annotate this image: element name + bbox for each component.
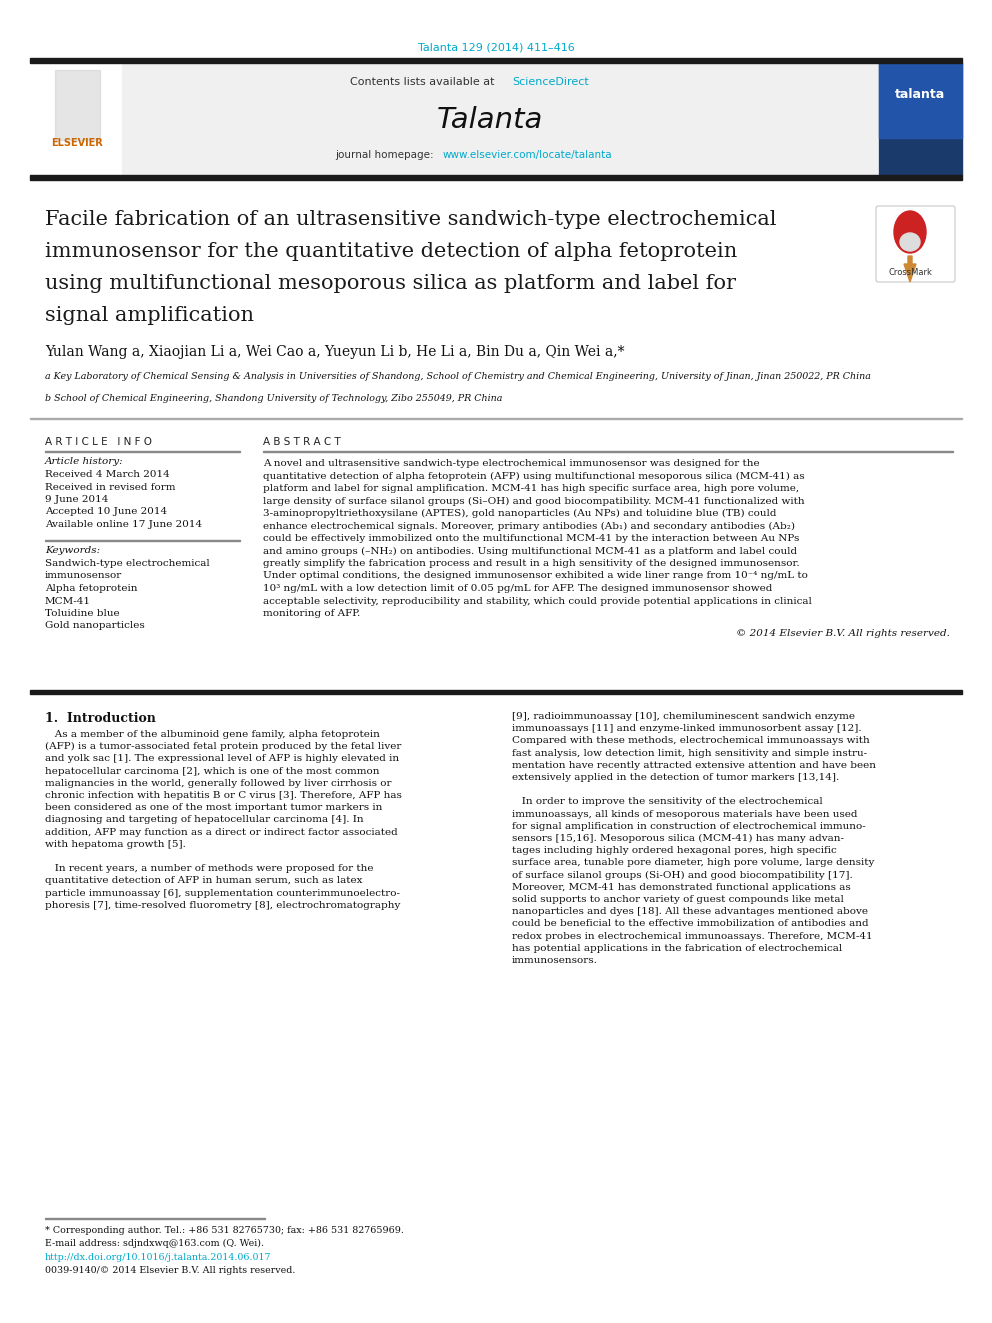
Text: 10³ ng/mL with a low detection limit of 0.05 pg/mL for AFP. The designed immunos: 10³ ng/mL with a low detection limit of … bbox=[263, 583, 773, 593]
Bar bbox=[30, 691, 962, 695]
Text: Accepted 10 June 2014: Accepted 10 June 2014 bbox=[45, 508, 167, 516]
Text: ScienceDirect: ScienceDirect bbox=[512, 77, 588, 87]
Text: has potential applications in the fabrication of electrochemical: has potential applications in the fabric… bbox=[512, 943, 842, 953]
Text: redox probes in electrochemical immunoassays. Therefore, MCM-41: redox probes in electrochemical immunoas… bbox=[512, 931, 873, 941]
FancyArrow shape bbox=[904, 255, 916, 282]
Text: ELSEVIER: ELSEVIER bbox=[52, 138, 103, 148]
Text: A novel and ultrasensitive sandwich-type electrochemical immunosensor was design: A novel and ultrasensitive sandwich-type… bbox=[263, 459, 760, 468]
Text: (AFP) is a tumor-associated fetal protein produced by the fetal liver: (AFP) is a tumor-associated fetal protei… bbox=[45, 742, 402, 751]
Text: [9], radioimmunoassay [10], chemiluminescent sandwich enzyme: [9], radioimmunoassay [10], chemilumines… bbox=[512, 712, 855, 721]
Text: Talanta: Talanta bbox=[436, 106, 544, 134]
Text: diagnosing and targeting of hepatocellular carcinoma [4]. In: diagnosing and targeting of hepatocellul… bbox=[45, 815, 364, 824]
Text: could be beneficial to the effective immobilization of antibodies and: could be beneficial to the effective imm… bbox=[512, 919, 869, 929]
Text: immunosensors.: immunosensors. bbox=[512, 957, 598, 964]
Bar bbox=[32, 64, 120, 175]
Text: addition, AFP may function as a direct or indirect factor associated: addition, AFP may function as a direct o… bbox=[45, 828, 398, 836]
Text: solid supports to anchor variety of guest compounds like metal: solid supports to anchor variety of gues… bbox=[512, 894, 844, 904]
Text: enhance electrochemical signals. Moreover, primary antibodies (Ab₁) and secondar: enhance electrochemical signals. Moreove… bbox=[263, 521, 795, 531]
Text: Under optimal conditions, the designed immunosensor exhibited a wide liner range: Under optimal conditions, the designed i… bbox=[263, 572, 807, 581]
Text: nanoparticles and dyes [18]. All these advantages mentioned above: nanoparticles and dyes [18]. All these a… bbox=[512, 908, 868, 917]
Text: A B S T R A C T: A B S T R A C T bbox=[263, 437, 340, 447]
Bar bbox=[879, 64, 962, 175]
Text: In order to improve the sensitivity of the electrochemical: In order to improve the sensitivity of t… bbox=[512, 798, 822, 807]
Bar bbox=[879, 64, 962, 138]
Text: chronic infection with hepatitis B or C virus [3]. Therefore, AFP has: chronic infection with hepatitis B or C … bbox=[45, 791, 402, 800]
Text: a Key Laboratory of Chemical Sensing & Analysis in Universities of Shandong, Sch: a Key Laboratory of Chemical Sensing & A… bbox=[45, 372, 871, 381]
Bar bbox=[30, 58, 962, 64]
Text: © 2014 Elsevier B.V. All rights reserved.: © 2014 Elsevier B.V. All rights reserved… bbox=[736, 630, 950, 639]
Text: Toluidine blue: Toluidine blue bbox=[45, 609, 120, 618]
Text: been considered as one of the most important tumor markers in: been considered as one of the most impor… bbox=[45, 803, 382, 812]
Text: large density of surface silanol groups (Si–OH) and good biocompatibility. MCM-4: large density of surface silanol groups … bbox=[263, 496, 805, 505]
Bar bbox=[55, 70, 100, 140]
Text: for signal amplification in construction of electrochemical immuno-: for signal amplification in construction… bbox=[512, 822, 866, 831]
Text: A R T I C L E   I N F O: A R T I C L E I N F O bbox=[45, 437, 152, 447]
Text: 3-aminopropyltriethoxysilane (APTES), gold nanoparticles (Au NPs) and toluidine : 3-aminopropyltriethoxysilane (APTES), go… bbox=[263, 509, 777, 519]
Text: Received in revised form: Received in revised form bbox=[45, 483, 176, 492]
Text: could be effectively immobilized onto the multifunctional MCM-41 by the interact: could be effectively immobilized onto th… bbox=[263, 534, 800, 542]
Text: 0039-9140/© 2014 Elsevier B.V. All rights reserved.: 0039-9140/© 2014 Elsevier B.V. All right… bbox=[45, 1266, 296, 1275]
Text: talanta: talanta bbox=[895, 89, 945, 102]
Text: Keywords:: Keywords: bbox=[45, 546, 100, 556]
Text: and amino groups (–NH₂) on antibodies. Using multifunctional MCM-41 as a platfor: and amino groups (–NH₂) on antibodies. U… bbox=[263, 546, 798, 556]
Text: www.elsevier.com/locate/talanta: www.elsevier.com/locate/talanta bbox=[443, 149, 613, 160]
Text: immunosensor for the quantitative detection of alpha fetoprotein: immunosensor for the quantitative detect… bbox=[45, 242, 737, 261]
Text: fast analysis, low detection limit, high sensitivity and simple instru-: fast analysis, low detection limit, high… bbox=[512, 749, 867, 758]
Text: Moreover, MCM-41 has demonstrated functional applications as: Moreover, MCM-41 has demonstrated functi… bbox=[512, 882, 851, 892]
Text: phoresis [7], time-resolved fluorometry [8], electrochromatography: phoresis [7], time-resolved fluorometry … bbox=[45, 901, 401, 910]
Text: Article history:: Article history: bbox=[45, 456, 124, 466]
Text: greatly simplify the fabrication process and result in a high sensitivity of the: greatly simplify the fabrication process… bbox=[263, 560, 800, 568]
Text: of surface silanol groups (Si-OH) and good biocompatibility [17].: of surface silanol groups (Si-OH) and go… bbox=[512, 871, 853, 880]
Text: Received 4 March 2014: Received 4 March 2014 bbox=[45, 470, 170, 479]
Text: Alpha fetoprotein: Alpha fetoprotein bbox=[45, 583, 138, 593]
Text: surface area, tunable pore diameter, high pore volume, large density: surface area, tunable pore diameter, hig… bbox=[512, 859, 874, 868]
Bar bbox=[30, 175, 962, 180]
Text: 1.  Introduction: 1. Introduction bbox=[45, 712, 156, 725]
Text: Facile fabrication of an ultrasensitive sandwich-type electrochemical: Facile fabrication of an ultrasensitive … bbox=[45, 210, 777, 229]
Text: journal homepage:: journal homepage: bbox=[335, 149, 436, 160]
Text: E-mail address: sdjndxwq@163.com (Q. Wei).: E-mail address: sdjndxwq@163.com (Q. Wei… bbox=[45, 1240, 264, 1248]
Text: b School of Chemical Engineering, Shandong University of Technology, Zibo 255049: b School of Chemical Engineering, Shando… bbox=[45, 394, 502, 404]
Text: particle immunoassay [6], supplementation counterimmunoelectro-: particle immunoassay [6], supplementatio… bbox=[45, 889, 400, 897]
Ellipse shape bbox=[894, 210, 926, 253]
Text: In recent years, a number of methods were proposed for the: In recent years, a number of methods wer… bbox=[45, 864, 374, 873]
Text: quantitative detection of alpha fetoprotein (AFP) using multifunctional mesoporo: quantitative detection of alpha fetoprot… bbox=[263, 471, 805, 480]
Bar bbox=[122, 64, 877, 175]
Text: signal amplification: signal amplification bbox=[45, 306, 254, 325]
Text: MCM-41: MCM-41 bbox=[45, 597, 91, 606]
Text: using multifunctional mesoporous silica as platform and label for: using multifunctional mesoporous silica … bbox=[45, 274, 736, 292]
Text: Sandwich-type electrochemical: Sandwich-type electrochemical bbox=[45, 560, 209, 568]
Text: monitoring of AFP.: monitoring of AFP. bbox=[263, 609, 360, 618]
Text: Available online 17 June 2014: Available online 17 June 2014 bbox=[45, 520, 202, 529]
Text: Compared with these methods, electrochemical immunoassays with: Compared with these methods, electrochem… bbox=[512, 737, 870, 745]
Text: malignancies in the world, generally followed by liver cirrhosis or: malignancies in the world, generally fol… bbox=[45, 779, 392, 787]
Text: immunoassays, all kinds of mesoporous materials have been used: immunoassays, all kinds of mesoporous ma… bbox=[512, 810, 857, 819]
Ellipse shape bbox=[900, 233, 920, 251]
Text: quantitative detection of AFP in human serum, such as latex: quantitative detection of AFP in human s… bbox=[45, 876, 362, 885]
Text: with hepatoma growth [5].: with hepatoma growth [5]. bbox=[45, 840, 186, 849]
Text: Gold nanoparticles: Gold nanoparticles bbox=[45, 622, 145, 631]
Text: As a member of the albuminoid gene family, alpha fetoprotein: As a member of the albuminoid gene famil… bbox=[45, 730, 380, 740]
Text: mentation have recently attracted extensive attention and have been: mentation have recently attracted extens… bbox=[512, 761, 876, 770]
Text: Talanta 129 (2014) 411–416: Talanta 129 (2014) 411–416 bbox=[418, 44, 574, 53]
Text: CrossMark: CrossMark bbox=[888, 269, 931, 277]
Text: * Corresponding author. Tel.: +86 531 82765730; fax: +86 531 82765969.: * Corresponding author. Tel.: +86 531 82… bbox=[45, 1226, 404, 1234]
Text: Yulan Wang a, Xiaojian Li a, Wei Cao a, Yueyun Li b, He Li a, Bin Du a, Qin Wei : Yulan Wang a, Xiaojian Li a, Wei Cao a, … bbox=[45, 345, 625, 359]
Text: http://dx.doi.org/10.1016/j.talanta.2014.06.017: http://dx.doi.org/10.1016/j.talanta.2014… bbox=[45, 1253, 272, 1262]
Text: and yolk sac [1]. The expressional level of AFP is highly elevated in: and yolk sac [1]. The expressional level… bbox=[45, 754, 399, 763]
Text: 9 June 2014: 9 June 2014 bbox=[45, 495, 108, 504]
Text: platform and label for signal amplification. MCM-41 has high specific surface ar: platform and label for signal amplificat… bbox=[263, 484, 800, 493]
Text: immunosensor: immunosensor bbox=[45, 572, 122, 581]
Text: hepatocellular carcinoma [2], which is one of the most common: hepatocellular carcinoma [2], which is o… bbox=[45, 766, 380, 775]
Text: immunoassays [11] and enzyme-linked immunosorbent assay [12].: immunoassays [11] and enzyme-linked immu… bbox=[512, 724, 862, 733]
Text: extensively applied in the detection of tumor markers [13,14].: extensively applied in the detection of … bbox=[512, 773, 839, 782]
Text: sensors [15,16]. Mesoporous silica (MCM-41) has many advan-: sensors [15,16]. Mesoporous silica (MCM-… bbox=[512, 833, 844, 843]
Text: Contents lists available at: Contents lists available at bbox=[350, 77, 498, 87]
Text: acceptable selectivity, reproducibility and stability, which could provide poten: acceptable selectivity, reproducibility … bbox=[263, 597, 811, 606]
FancyBboxPatch shape bbox=[876, 206, 955, 282]
Text: tages including highly ordered hexagonal pores, high specific: tages including highly ordered hexagonal… bbox=[512, 847, 836, 855]
